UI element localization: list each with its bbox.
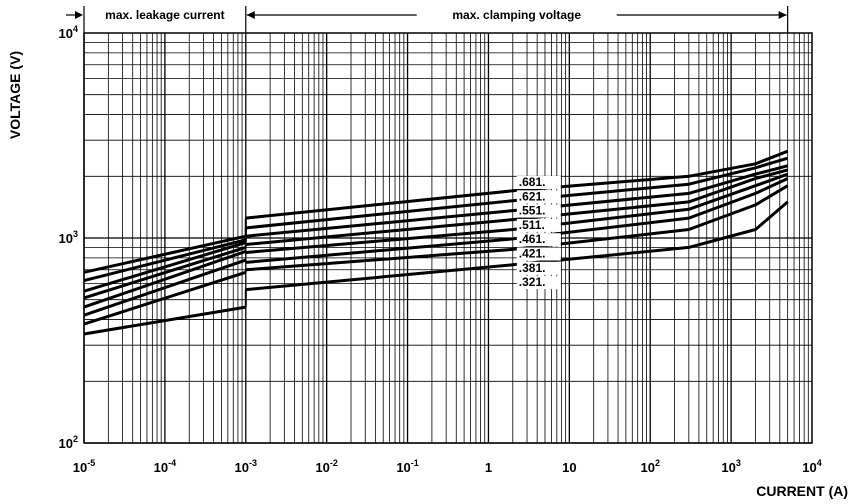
x-tick-label: 1 [485, 460, 492, 475]
y-tick-label: 103 [59, 229, 78, 246]
region-label-clamping: max. clamping voltage [452, 8, 581, 22]
series-leakage-line [83, 270, 247, 326]
series-clamping-line [245, 168, 789, 246]
series-leakage-line [83, 249, 247, 309]
series-label: .551. [519, 204, 546, 218]
series-lines [83, 149, 789, 336]
grid [83, 33, 812, 444]
series-clamping-line [245, 149, 789, 220]
series-label-background [516, 276, 561, 290]
series-label: .621. [519, 189, 546, 203]
tick-labels: 10-5 10-4 10-3 10-2 10-1 1 10 102 103 104 102 103 10… [59, 24, 822, 475]
series-clamping-line [245, 184, 789, 272]
series-label-background [516, 233, 561, 247]
series-leakage-line [83, 234, 247, 274]
series-label: .321. [519, 275, 546, 289]
x-tick-label: 10-3 [235, 458, 257, 475]
series-label-background [516, 204, 561, 218]
series-label-background [516, 176, 561, 189]
series-label-background [516, 247, 561, 261]
y-tick-label: 102 [59, 434, 78, 451]
series-clamping-line [245, 172, 789, 254]
series-leakage-line [83, 238, 247, 283]
x-tick-label: 10 [562, 460, 576, 475]
region-arrowhead [246, 11, 255, 19]
series-label-background [516, 261, 561, 275]
series-leakage-line [83, 241, 247, 293]
series-label-background [516, 190, 561, 204]
y-tick-label: 104 [59, 24, 78, 41]
region-arrowhead [778, 11, 787, 19]
series-clamping-line [245, 200, 789, 292]
series-label: .511. [519, 218, 545, 232]
x-tick-label: 10-1 [396, 458, 418, 475]
y-axis-title: VOLTAGE (V) [7, 51, 23, 139]
series-clamping-line [245, 164, 789, 238]
series-leakage-line [83, 245, 247, 300]
region-arrowhead [75, 11, 83, 19]
x-tick-label: 10-4 [154, 458, 176, 475]
series-clamping-line [245, 156, 789, 230]
x-tick-label: 104 [802, 458, 821, 475]
series-label: .461. [519, 232, 546, 246]
series-leakage-line [83, 258, 247, 317]
series-label-background [516, 218, 561, 232]
x-axis-title: CURRENT (A) [756, 483, 848, 499]
series-label: .421. [519, 247, 546, 261]
series-clamping-line [245, 177, 789, 264]
x-tick-label: 10-2 [315, 458, 337, 475]
series-label: .381. [519, 261, 546, 275]
x-tick-label: 10-5 [73, 458, 95, 475]
series-labels: .681..621..551..511..461..421..381..321. [516, 175, 561, 290]
x-tick-label: 103 [721, 458, 740, 475]
region-annotations: max. leakage current max. clamping voltag… [66, 6, 789, 33]
x-tick-label: 102 [640, 458, 659, 475]
region-label-leakage: max. leakage current [105, 8, 224, 22]
plot-frame [83, 32, 813, 444]
series-leakage-line [83, 305, 247, 336]
series-label: .681. [519, 175, 546, 189]
